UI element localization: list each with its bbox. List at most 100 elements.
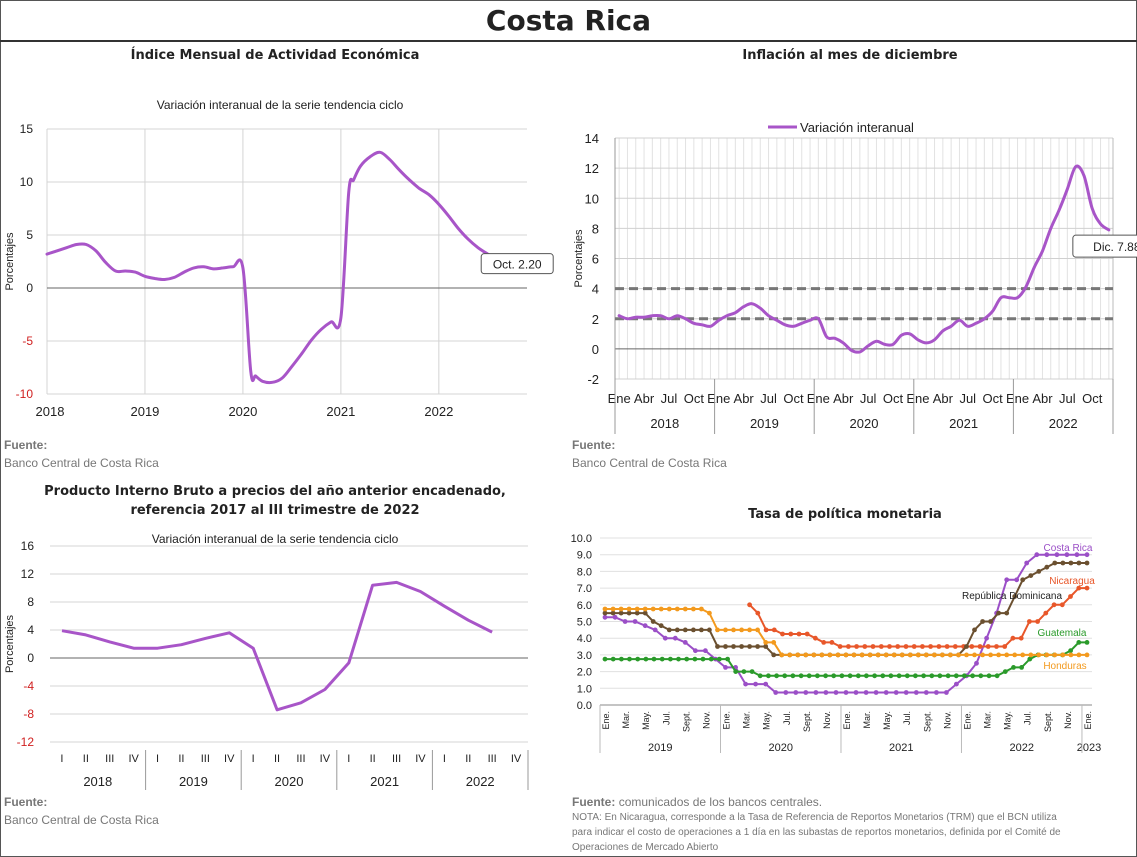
- tpm-series-point: [846, 644, 851, 649]
- infl-year-label: 2019: [750, 416, 779, 431]
- tpm-series-point: [723, 644, 728, 649]
- tpm-source: comunicados de los bancos centrales.: [618, 795, 823, 809]
- pib-quarter-label: IV: [415, 753, 426, 765]
- tpm-y-tick-label: 2.0: [577, 667, 592, 679]
- pib-quarter-label: I: [252, 753, 255, 765]
- pib-quarter-label: III: [105, 753, 114, 765]
- tpm-series-point: [1004, 610, 1010, 616]
- tpm-series-point: [682, 606, 688, 612]
- tpm-month-label: Nov.: [942, 711, 952, 729]
- tpm-series-point: [978, 673, 984, 679]
- tpm-series-point: [1036, 569, 1042, 574]
- infl-y-tick-label: 12: [585, 161, 599, 176]
- imae-y-tick-label: -10: [16, 387, 34, 401]
- tpm-series-point: [953, 673, 959, 679]
- tpm-series-point: [964, 644, 969, 649]
- imae-x-tick-label: 2022: [424, 404, 453, 419]
- imae-subtitle: Variación interanual de la serie tendenc…: [156, 98, 404, 112]
- tpm-series-point: [1051, 602, 1057, 608]
- tpm-series-point: [747, 644, 752, 649]
- infl-year-label: 2021: [949, 416, 978, 431]
- tpm-series-point: [691, 627, 696, 633]
- tpm-series-point: [618, 610, 624, 616]
- tpm-series-point: [851, 652, 857, 658]
- infl-month-label: Jul: [661, 391, 678, 406]
- tpm-series-point: [634, 606, 640, 612]
- tpm-series-point: [891, 652, 897, 658]
- tpm-series-point: [1054, 552, 1060, 558]
- tpm-series-point: [873, 690, 879, 695]
- tpm-series-point: [867, 652, 873, 658]
- tpm-series-point: [948, 652, 953, 658]
- tpm-series-point: [755, 627, 760, 633]
- pib-title-line2: referencia 2017 al III trimestre de 2022: [130, 503, 420, 518]
- tpm-series-point: [823, 690, 829, 695]
- tpm-series-point: [659, 656, 665, 662]
- tpm-series-point: [954, 681, 959, 687]
- tpm-series-point: [896, 673, 902, 679]
- tpm-series-point: [913, 690, 919, 695]
- pib-y-tick-label: -8: [23, 707, 34, 721]
- pib-source-label-text: Fuente:: [4, 795, 48, 809]
- tpm-month-label: Ene.: [962, 711, 972, 730]
- tpm-month-label: Nov.: [822, 711, 832, 729]
- tpm-series-point: [903, 644, 909, 649]
- tpm-year-label: 2023: [1077, 742, 1101, 754]
- tpm-series-point: [610, 656, 616, 662]
- infl-month-label: Abr: [1032, 391, 1053, 406]
- pib-quarter-label: I: [60, 753, 63, 765]
- tpm-series-point: [1076, 640, 1082, 645]
- tpm-series-point: [1074, 552, 1080, 558]
- tpm-series-point: [1028, 652, 1034, 658]
- tpm-series-point: [700, 656, 706, 662]
- infl-month-label: Oct: [783, 391, 804, 406]
- pib-title-line1: Producto Interno Bruto a precios del año…: [44, 484, 506, 499]
- tpm-series-point: [883, 652, 889, 658]
- tpm-series-point: [1068, 594, 1073, 599]
- tpm-month-label: Ene.: [722, 711, 732, 730]
- tpm-series-point: [739, 644, 744, 649]
- tpm-series-point: [988, 652, 993, 658]
- tpm-series-point: [699, 606, 704, 612]
- tpm-series-point: [1012, 594, 1018, 599]
- tpm-series-point: [676, 656, 681, 662]
- tpm-series-point: [1018, 635, 1024, 641]
- tpm-series-point: [626, 610, 632, 616]
- tpm-series-point: [626, 606, 632, 612]
- tpm-series-point: [666, 627, 672, 633]
- tpm-series-point: [715, 627, 720, 633]
- tpm-month-label: Jul.: [902, 711, 912, 725]
- infl-annotation-label: Dic. 7.88: [1093, 240, 1137, 254]
- tpm-series-point: [783, 690, 789, 695]
- tpm-series-point: [944, 690, 949, 695]
- tpm-series-point: [788, 631, 794, 637]
- imae-source-label-text: Fuente:: [4, 438, 48, 452]
- tpm-series-point: [988, 619, 993, 624]
- tpm-series-point: [780, 631, 785, 637]
- tpm-series-point: [815, 673, 820, 679]
- tpm-series-point: [863, 690, 869, 695]
- tpm-series-point: [796, 631, 802, 637]
- tpm-series-point: [1084, 560, 1090, 566]
- tpm-y-tick-label: 7.0: [577, 583, 592, 595]
- tpm-series-point: [733, 669, 739, 674]
- tpm-series-point: [855, 673, 861, 679]
- tpm-series-point: [635, 656, 641, 662]
- tpm-series-label: Guatemala: [1038, 628, 1087, 639]
- pib-quarter-label: IV: [128, 753, 139, 765]
- tpm-series-point: [821, 640, 827, 645]
- pib-quarter-label: IV: [224, 753, 235, 765]
- pib-quarter-label: II: [274, 753, 280, 765]
- tpm-series-point: [1084, 585, 1090, 591]
- tpm-month-label: May.: [1003, 711, 1013, 730]
- imae-x-tick-label: 2021: [326, 404, 355, 419]
- tpm-series-point: [1068, 652, 1074, 658]
- tpm-note-line: para indicar el costo de operaciones a 1…: [572, 827, 1061, 838]
- pib-quarter-label: II: [465, 753, 471, 765]
- tpm-month-label: Ene.: [601, 711, 611, 730]
- tpm-month-label: Jul.: [782, 711, 792, 725]
- tpm-series-point: [899, 652, 905, 658]
- tpm-series-point: [793, 690, 799, 695]
- tpm-series-point: [862, 644, 868, 649]
